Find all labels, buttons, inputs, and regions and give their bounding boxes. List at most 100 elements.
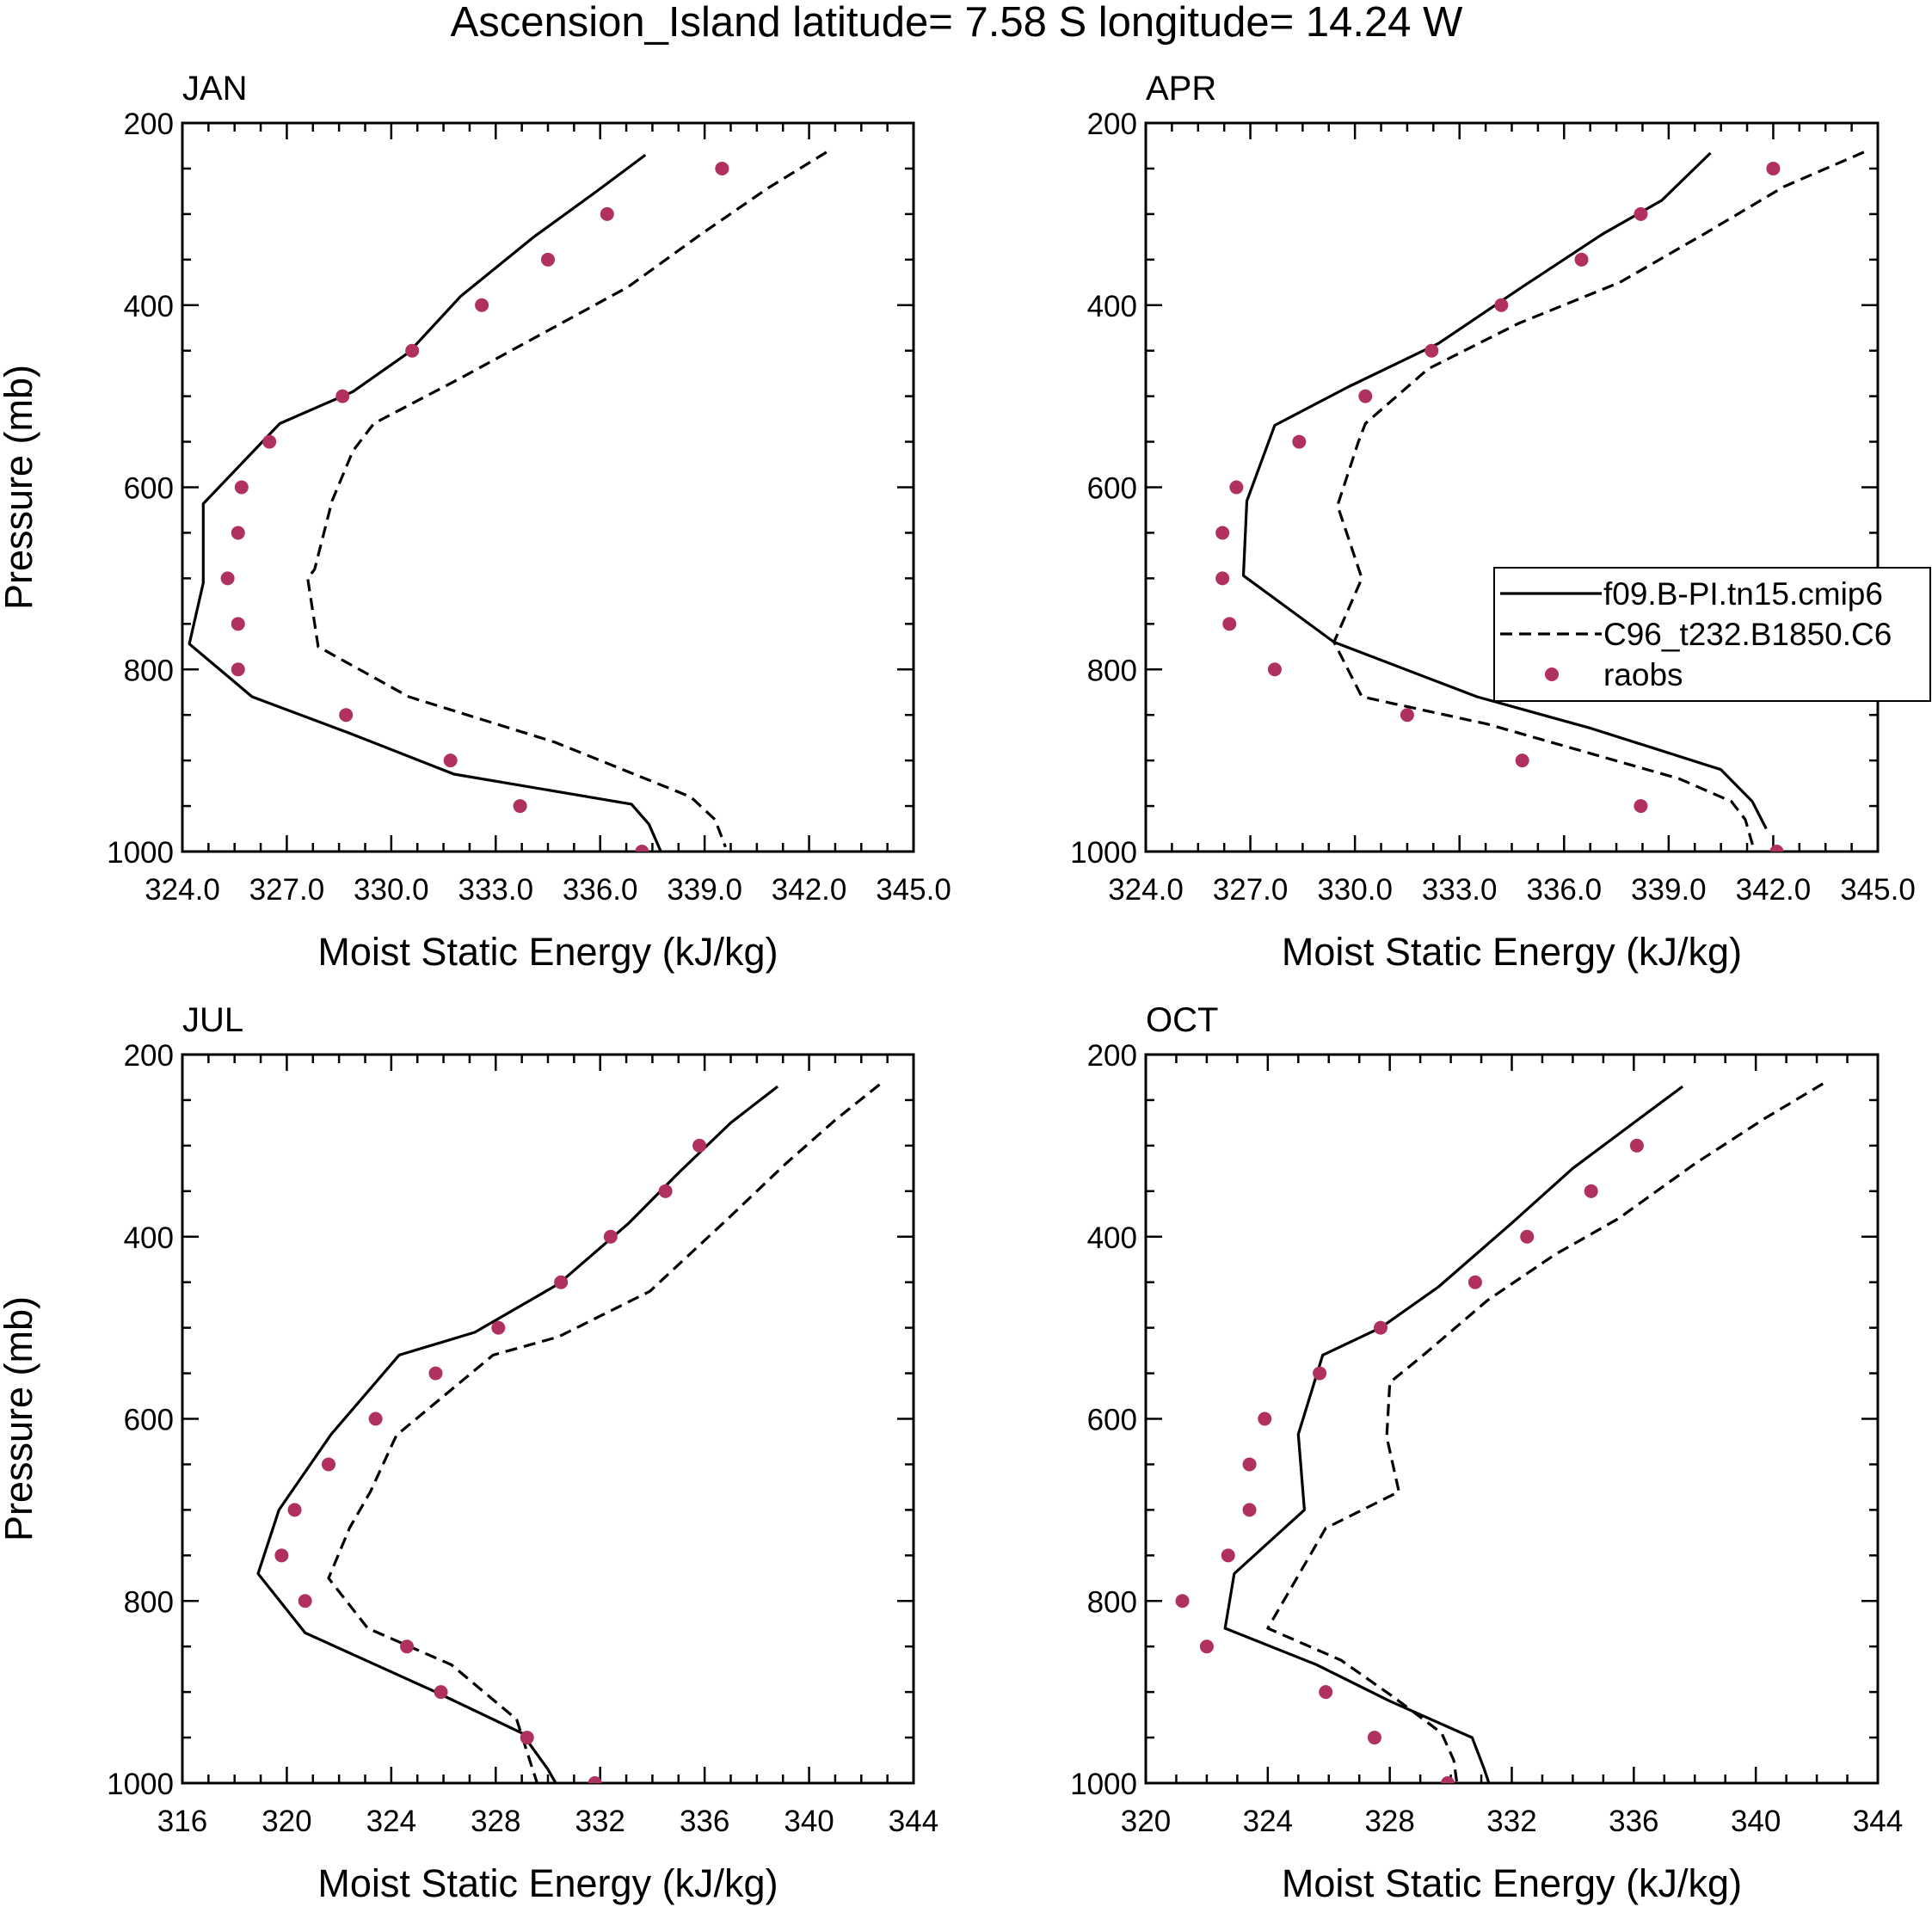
- panels: JAN 324.0 327.0 330.0 333.0 336.0 339.0 342.0 34…: [0, 70, 1931, 1905]
- panel-apr-raobs-point: [1267, 662, 1282, 677]
- panel-apr-raobs-point: [1229, 480, 1244, 495]
- panel-jan-y-axis-label: Pressure (mb): [0, 365, 40, 610]
- panel-apr-title: APR: [1146, 70, 1216, 108]
- panel-jul-raobs-point: [368, 1412, 383, 1426]
- panel-jul-raobs-point: [428, 1366, 443, 1381]
- legend: f09.B-PI.tn15.cmip6 C96_t232.B1850.C6raob…: [1493, 567, 1931, 702]
- panel-jul-y-tick-label: 800: [124, 1585, 174, 1619]
- panel-jul-x-tick-label: 344: [889, 1805, 938, 1838]
- panel-apr-frame: [1144, 121, 1880, 853]
- panel-jul-raobs-point: [322, 1457, 335, 1472]
- panel-jan-y-tick-label: 1000: [107, 836, 174, 870]
- panel-apr-raobs-point: [1215, 571, 1230, 586]
- panel-oct-raobs-point: [1467, 1275, 1482, 1289]
- panel-jul-c96-line: [327, 1083, 881, 1783]
- panel-apr-raobs-point: [1515, 753, 1529, 768]
- panel-jul-y-axis-label: Pressure (mb): [0, 1296, 40, 1541]
- panel-apr-raobs-point: [1769, 845, 1784, 852]
- panel-apr-raobs-point: [1215, 526, 1230, 540]
- panel-oct-raobs-point: [1175, 1594, 1190, 1608]
- panel-oct-x-tick-label: 324: [1243, 1805, 1293, 1838]
- panel-jul-raobs-point: [400, 1639, 415, 1654]
- panel-apr-x-axis-label: Moist Static Energy (kJ/kg): [1282, 930, 1742, 974]
- panel-apr-raobs-point: [1222, 617, 1237, 631]
- panel-jan-x-tick-label: 336.0: [563, 873, 638, 907]
- panel-apr-y-tick-label: 200: [1087, 108, 1137, 141]
- panel-jul-raobs-point: [274, 1548, 289, 1563]
- panel-oct-raobs-point: [1319, 1685, 1333, 1700]
- panel-oct-x-tick-label: 320: [1121, 1805, 1171, 1838]
- panel-jul-raobs-point: [287, 1503, 302, 1517]
- panel-jul-raobs-point: [491, 1320, 506, 1335]
- panel-apr-f09-line: [1241, 151, 1768, 830]
- panel-jan-x-tick-label: 327.0: [249, 873, 325, 907]
- panel-oct-raobs-point: [1199, 1639, 1214, 1654]
- panel-jul-x-tick-label: 324: [366, 1805, 416, 1838]
- panel-jul-y-tick-label: 1000: [107, 1768, 174, 1801]
- panel-jul-data: [256, 1083, 881, 1783]
- panel-jan-f09-line: [188, 153, 663, 852]
- panel-oct-x-tick-label: 340: [1731, 1805, 1781, 1838]
- panel-jan-x-tick-label: 330.0: [354, 873, 429, 907]
- panel-jan-y-tick-label: 600: [124, 472, 174, 506]
- panel-apr-y-tick-label: 400: [1087, 290, 1137, 323]
- panel-oct-raobs-point: [1221, 1548, 1235, 1563]
- panel-jan-raobs-point: [635, 845, 649, 852]
- legend-label: raobs: [1603, 657, 1683, 692]
- panel-apr-raobs-point: [1574, 252, 1589, 267]
- panel-jan-raobs-point: [405, 343, 420, 358]
- panel-apr-y-tick-label: 600: [1087, 472, 1137, 506]
- panel-apr-raobs-point: [1358, 389, 1373, 403]
- panel-jan-y-tick-label: 800: [124, 654, 174, 687]
- panel-oct-y-tick-label: 600: [1087, 1404, 1137, 1437]
- panel-apr-y-tick-label: 1000: [1070, 836, 1137, 870]
- panel-apr-y-tick-label: 800: [1087, 654, 1137, 687]
- panel-apr-x-tick-label: 336.0: [1526, 873, 1602, 907]
- panel-jul-raobs-point: [692, 1138, 707, 1153]
- panel-jan-y-tick-label: 200: [124, 108, 174, 141]
- panel-jan-raobs-point: [475, 298, 489, 312]
- panel-oct-x-tick-label: 332: [1486, 1805, 1536, 1838]
- legend-label: f09.B-PI.tn15.cmip6: [1603, 576, 1883, 612]
- panel-oct-raobs-point: [1520, 1229, 1535, 1244]
- panel-jan-x-tick-label: 339.0: [667, 873, 742, 907]
- panel-jan-x-tick-label: 333.0: [458, 873, 533, 907]
- panel-apr-raobs-point: [1424, 343, 1439, 358]
- panel-oct-raobs-point: [1374, 1320, 1388, 1335]
- panel-jul-raobs-point: [603, 1229, 618, 1244]
- panel-oct-x-tick-label: 336: [1609, 1805, 1658, 1838]
- panel-jan-raobs-point: [715, 161, 729, 175]
- panel-jan-data: [188, 151, 828, 852]
- panel-apr-raobs-point: [1292, 434, 1307, 449]
- panel-jan-raobs-point: [339, 708, 354, 723]
- panel-jan-c96-line: [306, 151, 828, 848]
- panel-jan-raobs-point: [231, 662, 245, 677]
- panel-oct-title: OCT: [1146, 1001, 1218, 1039]
- panel-oct-f09-line: [1223, 1085, 1684, 1783]
- panel-jul-raobs-point: [434, 1685, 448, 1700]
- panel-jan: JAN 324.0 327.0 330.0 333.0 336.0 339.0 342.0 34…: [0, 70, 951, 974]
- panel-jul-x-tick-label: 316: [157, 1805, 207, 1838]
- panel-jan-x-tick-label: 342.0: [772, 873, 847, 907]
- panel-apr-c96-line: [1332, 151, 1865, 852]
- panel-jan-raobs-point: [600, 206, 614, 221]
- panel-jul-x-tick-label: 332: [575, 1805, 625, 1838]
- panel-jul-x-tick-label: 340: [784, 1805, 834, 1838]
- panel-apr-raobs-point: [1494, 298, 1509, 312]
- panel-oct-x-tick-label: 328: [1364, 1805, 1414, 1838]
- legend-label: C96_t232.B1850.C6: [1603, 617, 1892, 652]
- panel-oct-x-axis-label: Moist Static Energy (kJ/kg): [1282, 1861, 1742, 1905]
- panel-jan-frame: [181, 121, 915, 853]
- panel-oct: OCT 320 324 328 332 336 340 344 200 400 600 800 1000…: [1070, 1001, 1903, 1905]
- panel-oct-raobs-point: [1441, 1776, 1455, 1783]
- panel-jan-y-tick-label: 400: [124, 290, 174, 323]
- panel-apr-raobs-point: [1634, 206, 1648, 221]
- panel-oct-x-tick-label: 344: [1853, 1805, 1903, 1838]
- panel-jul-y-tick-label: 400: [124, 1221, 174, 1255]
- panel-jan-x-tick-label: 324.0: [145, 873, 220, 907]
- panel-jul-raobs-point: [658, 1184, 673, 1198]
- panel-oct-raobs-point: [1629, 1138, 1644, 1153]
- panel-oct-y-tick-label: 1000: [1070, 1768, 1137, 1801]
- panel-oct-y-tick-label: 800: [1087, 1585, 1137, 1619]
- panel-jul-raobs-point: [554, 1275, 569, 1289]
